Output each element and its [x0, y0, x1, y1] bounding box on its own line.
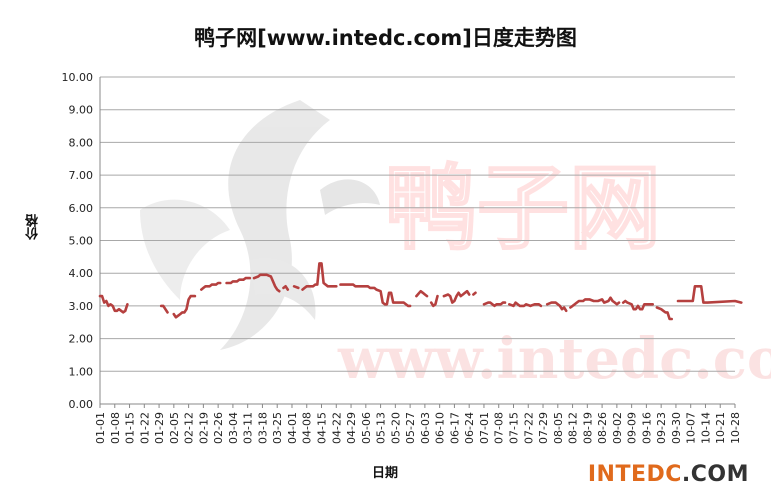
x-tick-label: 06-03 [419, 412, 432, 444]
x-tick-label: 05-06 [360, 412, 373, 444]
series-segment [339, 283, 412, 308]
x-tick-label: 06-17 [448, 412, 461, 444]
series-segment [429, 294, 439, 308]
x-tick-label: 06-24 [463, 412, 476, 444]
x-axis-label: 日期 [371, 466, 399, 481]
x-tick-label: 02-26 [212, 412, 225, 444]
x-tick-label: 08-12 [567, 412, 580, 444]
y-tick-label: 2.00 [69, 333, 94, 346]
series-segment [98, 294, 129, 314]
x-tick-label: 07-22 [522, 412, 535, 444]
series-segment [415, 289, 429, 298]
chart-title: 鸭子网[www.intedc.com]日度走势图 [194, 26, 577, 50]
series-segment [282, 284, 290, 291]
x-tick-labels: 01-01 01-08 01-15 01-22 01-29 02-05 02-12 02-19… [94, 404, 742, 444]
x-tick-label: 04-15 [316, 412, 329, 444]
x-tick-label: 02-12 [183, 412, 196, 444]
brand-part2: .COM [681, 462, 749, 487]
x-tick-label: 02-05 [168, 412, 181, 444]
series-segment [482, 301, 507, 308]
series-segment [472, 291, 477, 296]
x-tick-label: 09-09 [626, 412, 639, 444]
x-tick-label: 07-29 [537, 412, 550, 444]
gridlines [99, 76, 735, 405]
y-tick-label: 0.00 [69, 398, 94, 411]
x-tick-label: 01-22 [138, 412, 151, 444]
watermark-url: www.intedc.com [337, 326, 771, 392]
x-tick-label: 03-25 [271, 412, 284, 444]
y-tick-label: 4.00 [69, 267, 94, 280]
x-tick-label: 10-28 [729, 412, 742, 444]
x-tick-label: 09-16 [640, 412, 653, 444]
x-tick-label: 01-01 [94, 412, 107, 444]
x-tick-label: 10-14 [699, 412, 712, 444]
x-tick-label: 06-10 [434, 412, 447, 444]
watermark: 鸭子网 www.intedc.com [140, 100, 771, 392]
x-tick-label: 09-02 [611, 412, 624, 444]
x-tick-label: 05-20 [389, 412, 402, 444]
x-tick-label: 01-15 [124, 412, 137, 444]
x-tick-label: 04-01 [286, 412, 299, 444]
x-tick-label: 09-30 [670, 412, 683, 444]
x-tick-label: 04-08 [301, 412, 314, 444]
series-segment [442, 289, 471, 304]
y-tick-label: 9.00 [69, 104, 94, 117]
y-tick-label: 3.00 [69, 300, 94, 313]
brand-logo: INTEDC.COM [588, 462, 749, 487]
series-segment [252, 273, 281, 293]
x-tick-label: 10-21 [714, 412, 727, 444]
brand-part1: INTEDC [587, 462, 682, 487]
x-tick-label: 07-08 [493, 412, 506, 444]
series-line [98, 262, 743, 321]
x-tick-label: 01-08 [109, 412, 122, 444]
series-segment [569, 296, 621, 309]
x-tick-label: 01-29 [153, 412, 166, 444]
x-tick-label: 07-15 [507, 412, 520, 444]
series-segment [292, 284, 300, 290]
y-tick-label: 6.00 [69, 202, 94, 215]
series-segment [655, 306, 674, 321]
y-tick-labels: 0.00 1.00 2.00 3.00 4.00 5.00 6.00 7.00 8.00 9.00… [62, 71, 94, 411]
series-segment [676, 284, 743, 304]
x-tick-label: 05-13 [375, 412, 388, 444]
y-tick-label: 7.00 [69, 169, 94, 182]
series-segment [225, 276, 252, 285]
series-segment [159, 304, 169, 314]
series-segment [621, 299, 655, 311]
y-tick-label: 10.00 [62, 71, 94, 84]
y-tick-label: 8.00 [69, 136, 94, 149]
x-tick-label: 09-23 [655, 412, 668, 444]
x-tick-label: 02-19 [197, 412, 210, 444]
x-tick-label: 07-01 [478, 412, 491, 444]
series-segment [172, 294, 197, 319]
series-segment [301, 262, 338, 291]
series-segment [507, 301, 543, 308]
series-segment [200, 281, 222, 291]
x-tick-label: 04-29 [345, 412, 358, 444]
x-tick-label: 05-27 [404, 412, 417, 444]
x-tick-label: 08-05 [552, 412, 565, 444]
x-tick-label: 03-18 [256, 412, 269, 444]
y-tick-label: 1.00 [69, 365, 94, 378]
y-tick-label: 5.00 [69, 235, 94, 248]
duck-logo-watermark [140, 100, 380, 350]
x-tick-label: 03-11 [242, 412, 255, 444]
series-segment [545, 301, 568, 313]
x-tick-label: 08-19 [581, 412, 594, 444]
x-tick-label: 04-22 [330, 412, 343, 444]
x-tick-label: 03-04 [227, 412, 240, 444]
x-tick-label: 10-07 [685, 412, 698, 444]
x-tick-label: 08-26 [596, 412, 609, 444]
